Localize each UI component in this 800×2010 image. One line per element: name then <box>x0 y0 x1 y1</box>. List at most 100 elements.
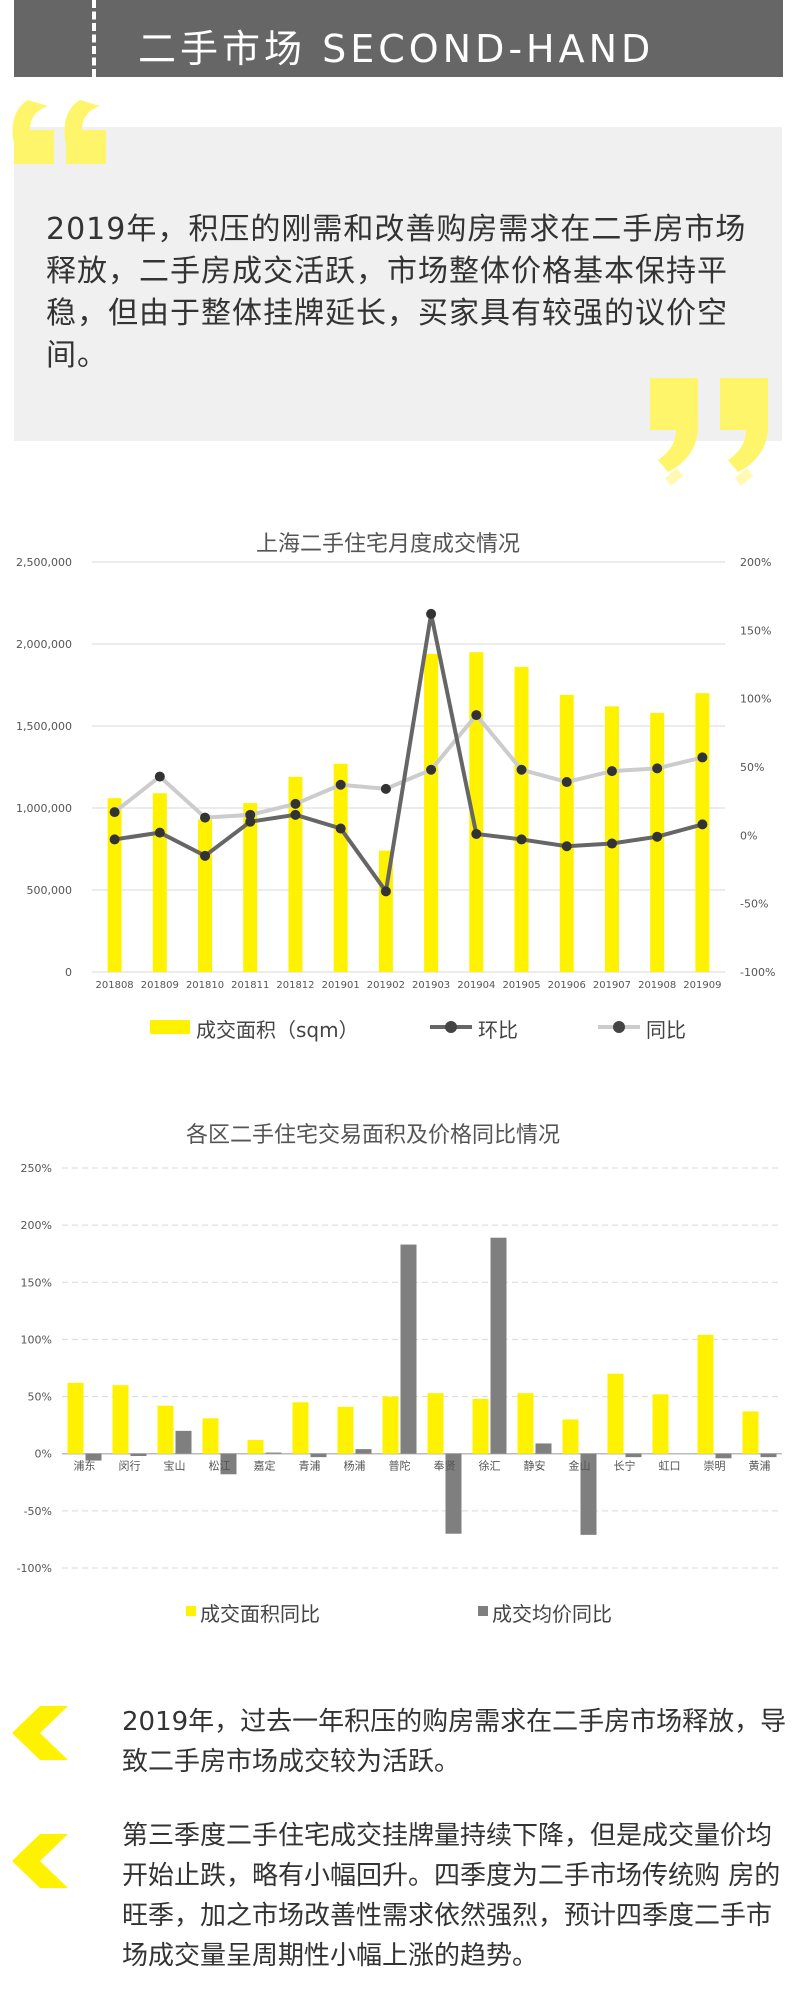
chart1-legend-bar <box>150 1020 190 1034</box>
chart2-ytick: -50% <box>24 1505 52 1518</box>
bullet-text-1: 2019年，过去一年积压的购房需求在二手房市场释放，导致二手房市场成交较为活跃。 <box>122 1707 787 1777</box>
chart1-bar <box>650 712 665 972</box>
chart2-area-bar <box>472 1398 489 1454</box>
chart1-legend-mom-marker <box>430 1021 472 1033</box>
chart1-yoy-point <box>471 710 482 721</box>
chart1-bar <box>288 776 303 972</box>
left-chevron-icon <box>12 1834 68 1888</box>
chart2-area-bar <box>607 1373 624 1454</box>
chart2-xtick: 崇明 <box>704 1460 726 1473</box>
chart2-ytick: 0% <box>35 1448 52 1461</box>
chart1-mom-point <box>109 834 120 845</box>
chart1-xtick: 201811 <box>231 980 269 988</box>
chart1-mom-point <box>471 828 482 839</box>
chart1-xtick: 201812 <box>276 980 314 988</box>
chart2-xtick: 松江 <box>209 1459 231 1473</box>
chart1-ytick-left: 2,000,000 <box>16 638 72 651</box>
chart1-mom-point <box>516 834 527 845</box>
chart2-price-bar <box>265 1452 282 1454</box>
chart2-ytick: 50% <box>28 1391 52 1404</box>
chart1-mom-point <box>697 819 708 830</box>
chart1-yoy-point <box>200 812 211 823</box>
chart1-xtick: 201808 <box>96 980 134 988</box>
chart2-area-bar <box>652 1394 669 1454</box>
bullet-text-2: 第三季度二手住宅成交挂牌量持续下降，但是成交量价均开始止跌，略有小幅回升。四季度… <box>122 1821 781 1971</box>
chart1-yoy-point <box>154 771 165 782</box>
chart1-mom-point <box>335 823 346 834</box>
chart1-bar <box>469 652 484 972</box>
chart1-xtick: 201809 <box>141 980 179 988</box>
chart1-mom-point <box>561 841 572 852</box>
chart1-yoy-point <box>380 783 391 794</box>
chart1-yoy-point <box>561 777 572 788</box>
chart1-mom-point <box>200 850 211 861</box>
chart1-xtick: 201905 <box>502 980 540 988</box>
chart2-price-bar <box>445 1453 462 1534</box>
chart1-mom-point <box>606 838 617 849</box>
chart1-ytick-left: 2,500,000 <box>16 556 72 569</box>
chart1-bar <box>424 653 439 972</box>
chart2-ytick: 100% <box>21 1333 52 1346</box>
chart1-xtick: 201904 <box>457 980 495 988</box>
chart1-mom-point <box>245 816 256 827</box>
chart2-xtick: 宝山 <box>164 1459 186 1473</box>
chart2-area-bar <box>112 1385 129 1454</box>
chart1-ytick-left: 0 <box>65 966 72 979</box>
chart2-area-bar <box>337 1406 354 1454</box>
chart2-price-bar <box>760 1453 777 1458</box>
close-quote-icon <box>650 378 768 486</box>
chart1-ytick-right: 200% <box>740 556 771 569</box>
chart2-price-bar <box>625 1453 642 1458</box>
chart2-xtick: 普陀 <box>389 1459 411 1473</box>
chart2-area-bar <box>247 1440 264 1454</box>
chart2-xtick: 杨浦 <box>344 1459 366 1473</box>
chart2-price-bar <box>130 1453 147 1456</box>
chart1-yoy-point <box>109 807 120 818</box>
chart1-ytick-right: 100% <box>740 693 771 706</box>
chart1-yoy-point <box>426 764 437 775</box>
chart2-area-bar <box>67 1382 84 1454</box>
chart1-ytick-right: -50% <box>740 898 768 911</box>
chart1-mom-point <box>154 827 165 838</box>
chart2-price-bar <box>85 1453 102 1461</box>
chart2-price-bar <box>355 1449 372 1454</box>
chart2-legend-area-label: 成交面积同比 <box>200 1602 320 1626</box>
chart1-legend-yoy-marker <box>598 1021 640 1033</box>
chart2-price-bar <box>490 1237 507 1454</box>
chart2-area-bar <box>562 1419 579 1454</box>
chart1-xtick: 201909 <box>683 980 721 988</box>
chart2-area-bar <box>157 1405 174 1454</box>
chart1-xtick: 201903 <box>412 980 450 988</box>
chart2-xtick: 长宁 <box>614 1459 636 1473</box>
chart2-xtick: 徐汇 <box>479 1459 501 1473</box>
chart1-ytick-right: 0% <box>740 829 757 842</box>
chart2-legend-price-marker <box>478 1606 488 1616</box>
chart1-xtick: 201907 <box>593 980 631 988</box>
section-header: 二手市场 SECOND-HAND <box>14 0 783 77</box>
chart2-price-bar <box>400 1244 417 1454</box>
chart1-yoy-point <box>516 764 527 775</box>
chart1-yoy-point <box>245 809 256 820</box>
chart1-yoy-point <box>290 798 301 809</box>
chart2-price-bar <box>220 1453 237 1475</box>
chart1-ytick-left: 1,500,000 <box>16 720 72 733</box>
chart2-xtick: 闵行 <box>119 1459 141 1473</box>
chart1-bar <box>243 803 258 972</box>
chart2-price-bar <box>310 1453 327 1458</box>
chart1-xtick: 201908 <box>638 980 676 988</box>
chart1-title: 上海二手住宅月度成交情况 <box>256 532 521 557</box>
chart2-area-bar <box>517 1393 534 1454</box>
chart2-xtick: 黄浦 <box>749 1459 771 1473</box>
chart2-ytick: 150% <box>21 1276 52 1289</box>
chart2-xtick: 金山 <box>569 1459 591 1473</box>
chart2-area-bar <box>427 1393 444 1454</box>
chart1-mom-point <box>380 886 391 897</box>
quote-text: 2019年，积压的刚需和改善购房需求在二手房市场释放，二手房成交活跃，市场整体价… <box>46 212 747 373</box>
chart2-price-bar <box>175 1430 192 1454</box>
chart1-xtick: 201810 <box>186 980 224 988</box>
chart2-xtick: 虹口 <box>659 1460 681 1473</box>
chart2-price-bar <box>715 1453 732 1459</box>
chart1-xtick: 201906 <box>548 980 586 988</box>
chart2-area-bar <box>742 1411 759 1454</box>
chart2-price-bar <box>580 1453 597 1535</box>
